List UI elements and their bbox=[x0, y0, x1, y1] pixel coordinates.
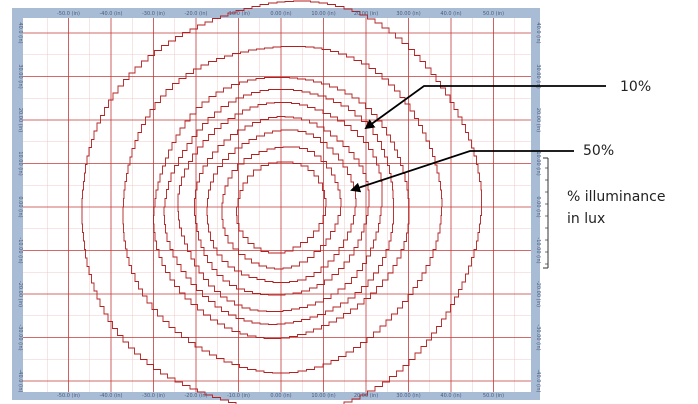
x-tick-label-bottom: -50.0 (in) bbox=[57, 393, 80, 399]
callout-arrow-50-percent bbox=[350, 150, 574, 193]
x-tick-label-top: -50.0 (in) bbox=[57, 11, 80, 17]
contour-line bbox=[153, 77, 410, 339]
x-tick-label-top: -40.0 (in) bbox=[100, 11, 123, 17]
callout-label-10-percent: 10% bbox=[620, 79, 652, 95]
x-tick-label-top: 50.0 (in) bbox=[483, 11, 504, 17]
contour-line bbox=[81, 0, 482, 404]
callout-label-50-percent: 50% bbox=[583, 143, 615, 159]
y-tick-label-left: 20.00 (in) bbox=[17, 108, 23, 132]
x-tick-label-bottom: -30.0 (in) bbox=[142, 393, 165, 399]
x-tick-label-top: -20.0 (in) bbox=[185, 11, 208, 17]
x-tick-label-bottom: 30.00 (in) bbox=[396, 393, 420, 399]
x-tick-label-bottom: -20.0 (in) bbox=[185, 393, 208, 399]
x-tick-label-bottom: -10.0 (in) bbox=[227, 393, 250, 399]
x-tick-label-top: 20.00 (in) bbox=[354, 11, 378, 17]
y-tick-label-right: 30.00 (in) bbox=[535, 64, 541, 88]
contour-line bbox=[194, 116, 370, 296]
y-tick-label-right: 0.00 (in) bbox=[535, 196, 541, 217]
x-tick-label-top: -30.0 (in) bbox=[142, 11, 165, 17]
y-tick-label-right: -30.00 (in) bbox=[535, 324, 541, 350]
y-tick-label-left: -40.0 (in) bbox=[17, 370, 23, 393]
y-axis-ticks: 40.0 (in) 40.0 (in) 30.00 (in) 30.00 (in) 20… bbox=[17, 22, 541, 392]
callout-arrows bbox=[350, 85, 606, 193]
plot-area bbox=[23, 18, 531, 392]
x-tick-label-bottom: -40.0 (in) bbox=[100, 393, 123, 399]
x-tick-label-bottom: 10.00 (in) bbox=[311, 393, 335, 399]
contour-line bbox=[206, 129, 357, 283]
y-tick-label-left: 0.00 (in) bbox=[17, 196, 23, 217]
y-tick-label-right: 40.0 (in) bbox=[535, 22, 541, 43]
y-tick-label-left: -20.00 (in) bbox=[17, 281, 23, 307]
y-tick-label-right: -10.00 (in) bbox=[535, 237, 541, 263]
isolux-contours bbox=[81, 0, 482, 404]
contour-line bbox=[236, 161, 327, 254]
x-tick-label-top: 40.0 (in) bbox=[440, 11, 461, 17]
x-tick-label-top: 10.00 (in) bbox=[311, 11, 335, 17]
y-tick-label-left: 40.0 (in) bbox=[17, 22, 23, 43]
legend-bracket bbox=[543, 157, 549, 269]
x-tick-label-bottom: 0.00 (in) bbox=[270, 393, 291, 399]
x-tick-label-bottom: 20.00 (in) bbox=[354, 393, 378, 399]
contour-line bbox=[177, 102, 383, 312]
legend-label-unit: in lux bbox=[567, 211, 606, 227]
y-tick-label-left: -30.00 (in) bbox=[17, 324, 23, 350]
y-tick-label-left: 10.00 (in) bbox=[17, 151, 23, 175]
contour-line bbox=[122, 46, 443, 374]
x-tick-label-top: -10.0 (in) bbox=[227, 11, 250, 17]
x-tick-label-bottom: 40.0 (in) bbox=[440, 393, 461, 399]
callout-arrow-10-percent bbox=[364, 85, 606, 130]
y-tick-label-right: 20.00 (in) bbox=[535, 108, 541, 132]
major-grid bbox=[23, 18, 531, 392]
y-tick-label-right: -40.0 (in) bbox=[535, 370, 541, 393]
x-tick-label-top: 30.00 (in) bbox=[396, 11, 420, 17]
contour-line bbox=[163, 89, 394, 325]
legend-label-illuminance: % illuminance bbox=[567, 189, 666, 205]
x-tick-label-bottom: 50.0 (in) bbox=[483, 393, 504, 399]
contour-line bbox=[221, 146, 342, 270]
y-tick-label-left: -10.00 (in) bbox=[17, 237, 23, 263]
y-tick-label-right: 10.00 (in) bbox=[535, 151, 541, 175]
x-axis-ticks: -50.0 (in) -50.0 (in) -40.0 (in) -40.0 (in)… bbox=[57, 11, 504, 399]
x-tick-label-top: 0.00 (in) bbox=[270, 11, 291, 17]
y-tick-label-right: -20.00 (in) bbox=[535, 281, 541, 307]
y-tick-label-left: 30.00 (in) bbox=[17, 64, 23, 88]
